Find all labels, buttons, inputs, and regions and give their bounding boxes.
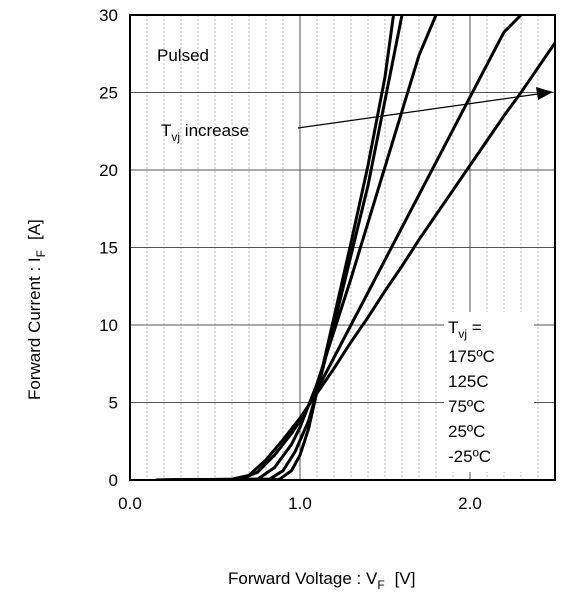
y-tick-label: 25 <box>99 84 118 103</box>
y-tick-label: 15 <box>99 239 118 258</box>
series-line-1 <box>155 42 555 480</box>
legend-header-rest: = <box>467 318 482 337</box>
legend-entry: 175ºC <box>448 347 495 366</box>
legend-entry: 125C <box>448 372 489 391</box>
x-tick-label: 1.0 <box>288 494 312 513</box>
series-line-3 <box>155 15 438 480</box>
x-axis-title-main: Forward Voltage : V <box>228 569 378 588</box>
plot-frame <box>129 14 556 481</box>
legend-background <box>444 312 534 472</box>
x-axis-title-sub: F <box>377 578 384 592</box>
tvj-increase-sub: vj <box>171 130 180 144</box>
y-tick-label: 20 <box>99 161 118 180</box>
y-axis-title-unit: [A] <box>25 219 44 240</box>
y-tick-label: 0 <box>109 471 118 490</box>
x-axis-title: Forward Voltage : VF [V] <box>228 569 415 592</box>
legend-entry: 75ºC <box>448 397 485 416</box>
y-tick-label: 10 <box>99 316 118 335</box>
y-tick-label: 5 <box>109 394 118 413</box>
y-axis-title: Forward Current : IF [A] <box>25 219 48 400</box>
temperature-legend: Tvj = 175ºC 125C 75ºC 25ºC -25ºC <box>444 312 534 472</box>
tvj-increase-arrow-line <box>297 93 539 129</box>
legend-header-sub: vj <box>458 327 467 341</box>
pulsed-annotation: Pulsed <box>157 46 209 65</box>
legend-entry: 25ºC <box>448 422 485 441</box>
x-tick-label: 2.0 <box>458 494 482 513</box>
legend-header: Tvj = <box>448 318 482 341</box>
y-axis-title-sub: F <box>34 250 48 257</box>
series-line-5 <box>155 15 395 480</box>
legend-header-main: T <box>448 318 458 337</box>
data-lines <box>155 15 555 480</box>
tvj-increase-rest: increase <box>180 121 249 140</box>
x-tick-label: 0.0 <box>118 494 142 513</box>
y-tick-label: 30 <box>99 6 118 25</box>
tvj-increase-main: T <box>161 121 171 140</box>
tvj-increase-annotation: Tvj increase <box>161 121 249 144</box>
series-line-2 <box>155 15 523 480</box>
x-axis-title-unit: [V] <box>395 569 416 588</box>
tvj-increase-arrow-head <box>536 87 553 100</box>
legend-entry: -25ºC <box>448 447 491 466</box>
y-axis-title-main: Forward Current : I <box>25 257 44 400</box>
tick-labels: 0 5 10 15 20 25 30 0.0 1.0 2.0 <box>99 6 482 513</box>
